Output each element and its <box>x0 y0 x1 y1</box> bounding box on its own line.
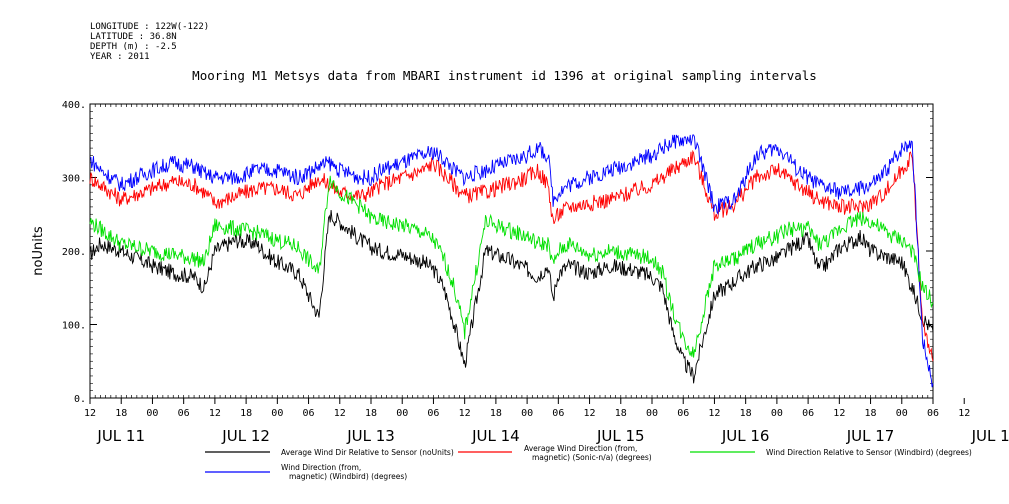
x-tick-label: 18 <box>115 408 127 419</box>
x-day-label: JUL 11 <box>96 427 145 445</box>
plot-series <box>90 135 933 387</box>
x-tick-label: 18 <box>365 408 377 419</box>
y-axis-labels: 0. 100. 200. 300. 400. noUnits <box>31 100 86 405</box>
x-tick-label: 00 <box>521 408 533 419</box>
legend-label-line: Average Wind Dir Relative to Sensor (noU… <box>281 448 454 457</box>
x-tick-label: 18 <box>615 408 627 419</box>
x-tick-label: 00 <box>271 408 283 419</box>
x-day-label: JUL 16 <box>721 427 770 445</box>
x-tick-label: 06 <box>303 408 315 419</box>
x-tick-label: 06 <box>677 408 689 419</box>
x-tick-label: 12 <box>459 408 471 419</box>
x-tick-label: 06 <box>927 408 939 419</box>
x-day-label: JUL 14 <box>471 427 520 445</box>
x-tick-label: 00 <box>646 408 658 419</box>
legend-label: Average Wind Dir Relative to Sensor (noU… <box>281 448 454 457</box>
x-tick-label: 12 <box>84 408 96 419</box>
x-day-label: JUL 13 <box>346 427 395 445</box>
x-tick-label: 18 <box>240 408 252 419</box>
x-tick-label: 12 <box>584 408 596 419</box>
x-tick-label: 12 <box>209 408 221 419</box>
legend-label-line: magnetic) (Sonic-n/a) (degrees) <box>532 453 652 462</box>
y-axis-label: noUnits <box>31 226 46 276</box>
x-tick-label: 00 <box>396 408 408 419</box>
x-tick-label: 06 <box>178 408 190 419</box>
x-day-label: JUL 15 <box>596 427 645 445</box>
x-tick-label: 18 <box>490 408 502 419</box>
y-tick-label: 100. <box>62 321 86 332</box>
legend-label-line: magnetic) (Windbird) (degrees) <box>289 472 407 481</box>
x-tick-label: 06 <box>552 408 564 419</box>
legend-label-line: Average Wind Direction (from, <box>524 444 637 453</box>
y-tick-label: 200. <box>62 247 86 258</box>
x-tick-label: 06 <box>802 408 814 419</box>
x-tick-label: 18 <box>740 408 752 419</box>
legend-label: Wind Direction (from,magnetic) (Windbird… <box>281 463 407 481</box>
series-line <box>90 135 933 387</box>
x-day-label: JUL 18 <box>971 427 1009 445</box>
x-tick-label: 00 <box>771 408 783 419</box>
legend-label: Wind Direction Relative to Sensor (Windb… <box>766 448 972 457</box>
chart-legend: Average Wind Dir Relative to Sensor (noU… <box>205 444 972 481</box>
y-tick-label: 400. <box>62 100 86 111</box>
x-tick-label: 12 <box>958 408 970 419</box>
x-tick-label: 00 <box>146 408 158 419</box>
x-tick-label: 12 <box>708 408 720 419</box>
x-tick-label: 12 <box>334 408 346 419</box>
x-tick-label: 12 <box>833 408 845 419</box>
y-tick-label: 0. <box>74 394 86 405</box>
legend-label: Average Wind Direction (from,magnetic) (… <box>524 444 652 462</box>
x-tick-label: 00 <box>896 408 908 419</box>
y-tick-label: 300. <box>62 174 86 185</box>
plot-axes <box>90 104 964 404</box>
x-tick-label: 06 <box>427 408 439 419</box>
x-day-label: JUL 12 <box>221 427 270 445</box>
legend-label-line: Wind Direction Relative to Sensor (Windb… <box>766 448 972 457</box>
legend-label-line: Wind Direction (from, <box>281 463 361 472</box>
x-day-label: JUL 17 <box>846 427 895 445</box>
series-line <box>90 176 933 358</box>
x-tick-label: 18 <box>865 408 877 419</box>
x-axis-labels: 12 18 00 06 12 18 00 06 12 18 00 06 12 18 00 06 12 18 00 06… <box>84 408 1009 445</box>
